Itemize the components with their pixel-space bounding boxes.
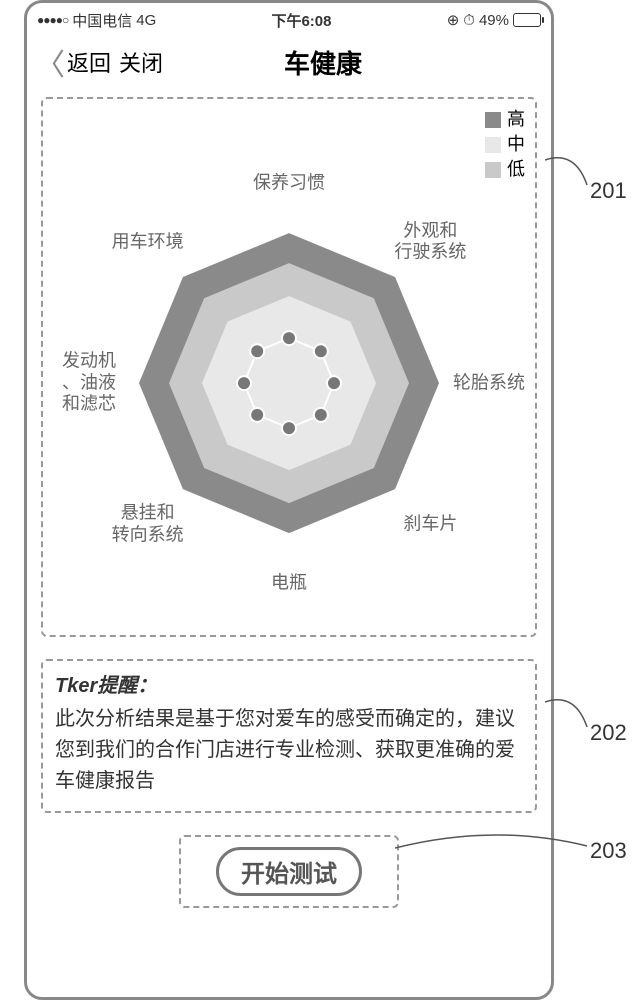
callout-203: 203: [590, 838, 627, 864]
callout-line-201: [545, 150, 595, 200]
rotation-lock-icon: ⊕: [447, 11, 460, 29]
network-label: 4G: [136, 12, 156, 29]
battery-icon: [513, 13, 541, 27]
radar-axis-label: 悬挂和 转向系统: [112, 503, 184, 546]
radar-axis-label: 用车环境: [112, 231, 184, 253]
tip-title: Tker提醒：: [55, 671, 523, 702]
signal-dots-icon: ●●●●○: [37, 13, 68, 27]
radar-axis-label: 保养习惯: [253, 172, 325, 194]
legend-swatch-mid: [485, 137, 501, 153]
status-left: ●●●●○ 中国电信 4G: [37, 10, 156, 31]
radar-chart: 保养习惯外观和 行驶系统轮胎系统刹车片电瓶悬挂和 转向系统发动机 、油液 和滤芯…: [59, 153, 519, 618]
radar-chart-panel: 高 中 低 保养习惯外观和 行驶系统轮胎系统刹车片电瓶悬挂和 转向系统发动机 、…: [41, 97, 537, 637]
radar-axis-label: 电瓶: [271, 572, 307, 594]
radar-axis-label: 发动机 、油液 和滤芯: [62, 351, 116, 416]
legend-item-high: 高: [485, 107, 525, 132]
tip-body: 此次分析结果是基于您对爱车的感受而确定的，建议您到我们的合作门店进行专业检测、获…: [55, 704, 523, 797]
radar-axis-label: 外观和 行驶系统: [394, 220, 466, 263]
nav-bar: 〈 返回 关闭 车健康: [27, 37, 551, 87]
tip-panel: Tker提醒： 此次分析结果是基于您对爱车的感受而确定的，建议您到我们的合作门店…: [41, 659, 537, 813]
callout-201: 201: [590, 178, 627, 204]
battery-pct: 49%: [479, 12, 509, 29]
status-bar: ●●●●○ 中国电信 4G 下午6:08 ⊕ ⏱ 49%: [27, 3, 551, 37]
start-test-button[interactable]: 开始测试: [216, 847, 362, 896]
status-time: 下午6:08: [156, 10, 446, 31]
back-chevron-icon[interactable]: 〈: [35, 40, 65, 84]
alarm-icon: ⏱: [463, 12, 475, 29]
callout-line-202: [545, 692, 595, 742]
legend-swatch-high: [485, 112, 501, 128]
callout-line-203: [395, 828, 595, 868]
page-title: 车健康: [103, 44, 543, 81]
start-button-panel: 开始测试: [179, 835, 399, 908]
callout-202: 202: [590, 720, 627, 746]
carrier-label: 中国电信: [72, 10, 132, 31]
legend-label-high: 高: [507, 107, 525, 132]
radar-axis-label: 刹车片: [403, 514, 457, 536]
status-right: ⊕ ⏱ 49%: [447, 11, 541, 29]
radar-axis-label: 轮胎系统: [453, 372, 525, 394]
